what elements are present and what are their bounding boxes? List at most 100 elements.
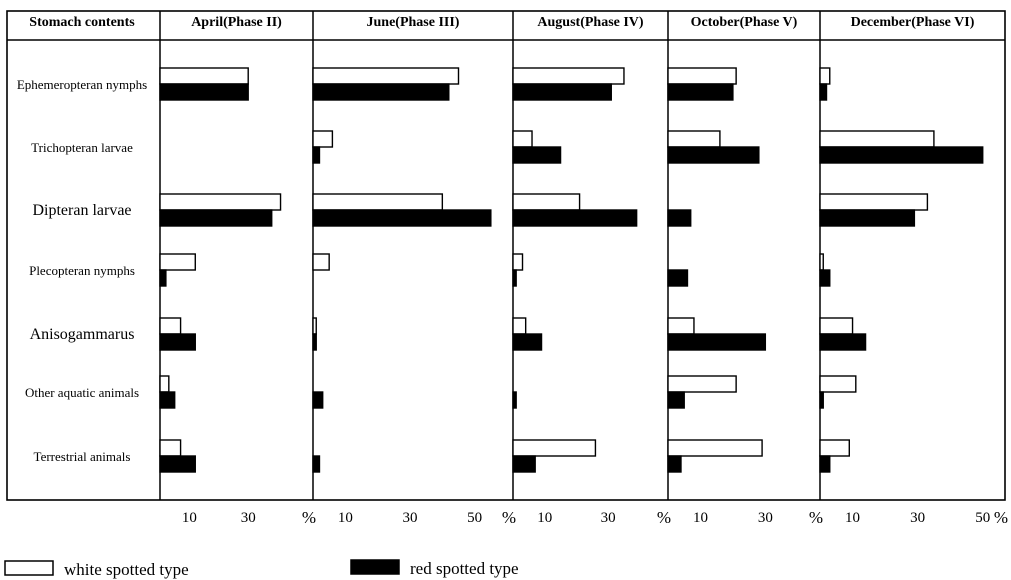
bar-white-spotted <box>512 130 533 148</box>
unit-label: % <box>994 508 1008 527</box>
category-label: Ephemeropteran nymphs <box>17 77 147 92</box>
legend-swatch-red <box>350 559 400 575</box>
bar-red-spotted <box>667 209 692 227</box>
bar-red-spotted <box>667 83 734 101</box>
bars <box>159 67 984 473</box>
bar-white-spotted <box>312 67 460 85</box>
category-label: Trichopteran larvae <box>31 140 133 155</box>
category-label: Plecopteran nymphs <box>29 263 135 278</box>
chart-frame <box>6 10 1006 501</box>
tick-label: 10 <box>537 510 552 526</box>
bar-white-spotted <box>667 439 763 457</box>
bar-white-spotted <box>667 317 695 335</box>
bar-red-spotted <box>159 209 273 227</box>
bar-red-spotted <box>819 455 831 473</box>
tick-label: 10 <box>182 510 197 526</box>
bar-white-spotted <box>512 317 527 335</box>
bar-red-spotted <box>819 83 828 101</box>
bar-red-spotted <box>667 391 685 409</box>
bar-red-spotted <box>512 455 536 473</box>
panel-header: December(Phase VI) <box>851 15 975 30</box>
axis-ticks: 10 30% 10 30 50% 10 30% 10 30% 10 30 50% <box>182 508 1008 527</box>
bar-red-spotted <box>512 146 562 164</box>
bar-red-spotted <box>159 83 249 101</box>
bar-red-spotted <box>312 391 324 409</box>
bar-red-spotted <box>819 391 824 409</box>
bar-red-spotted <box>159 269 167 287</box>
bar-red-spotted <box>819 146 984 164</box>
category-labels: Ephemeropteran nymphs Trichopteran larvae… <box>17 77 147 464</box>
bar-white-spotted <box>512 439 597 457</box>
panel-headers: Stomach contents April(Phase II) June(Pha… <box>29 15 974 30</box>
category-label: Anisogammarus <box>30 326 135 343</box>
bar-white-spotted <box>512 253 524 271</box>
legend-swatch-white <box>4 560 54 576</box>
bar-red-spotted <box>512 269 517 287</box>
bar-red-spotted <box>512 209 638 227</box>
bar-red-spotted <box>512 333 543 351</box>
bar-white-spotted <box>512 193 581 211</box>
legend-label-red: red spotted type <box>410 559 519 578</box>
tick-label: 10 <box>338 510 353 526</box>
bar-red-spotted <box>667 269 689 287</box>
bar-white-spotted <box>312 193 444 211</box>
bar-white-spotted <box>819 130 935 148</box>
outer-frame <box>6 10 1006 501</box>
tick-label: 10 <box>845 510 860 526</box>
unit-label: % <box>502 508 516 527</box>
panel-header: June(Phase III) <box>367 15 460 30</box>
bar-white-spotted <box>312 317 317 335</box>
panel-header: August(Phase IV) <box>537 15 644 30</box>
bar-red-spotted <box>667 146 760 164</box>
tick-label: 10 <box>693 510 708 526</box>
bar-white-spotted <box>667 67 737 85</box>
stub-header: Stomach contents <box>29 15 135 30</box>
bar-red-spotted <box>819 269 831 287</box>
bar-white-spotted <box>667 375 737 393</box>
category-label: Dipteran larvae <box>32 202 131 219</box>
bar-white-spotted <box>159 439 182 457</box>
bar-white-spotted <box>159 67 249 85</box>
tick-label: 30 <box>758 510 773 526</box>
category-label: Terrestrial animals <box>34 449 131 464</box>
bar-white-spotted <box>159 317 182 335</box>
bar-white-spotted <box>819 439 850 457</box>
bar-white-spotted <box>819 317 854 335</box>
tick-label: 30 <box>910 510 925 526</box>
bar-white-spotted <box>159 193 282 211</box>
bar-red-spotted <box>159 455 196 473</box>
bar-red-spotted <box>159 391 176 409</box>
bar-white-spotted <box>159 375 170 393</box>
bar-white-spotted <box>819 253 824 271</box>
bar-white-spotted <box>819 67 831 85</box>
bar-white-spotted <box>512 67 625 85</box>
bar-red-spotted <box>312 83 450 101</box>
bar-red-spotted <box>312 209 492 227</box>
panel-header: October(Phase V) <box>691 15 798 30</box>
tick-label: 50 <box>467 510 482 526</box>
legend-label-white: white spotted type <box>64 560 189 579</box>
bar-red-spotted <box>667 455 682 473</box>
bar-red-spotted <box>159 333 196 351</box>
tick-label: 30 <box>241 510 256 526</box>
panel-header: April(Phase II) <box>191 15 282 30</box>
bar-red-spotted <box>819 333 867 351</box>
bar-white-spotted <box>667 130 721 148</box>
unit-label: % <box>302 508 316 527</box>
legend: white spotted type red spotted type <box>4 559 519 579</box>
bar-white-spotted <box>312 253 330 271</box>
tick-label: 30 <box>403 510 418 526</box>
tick-label: 30 <box>601 510 616 526</box>
bar-red-spotted <box>312 333 317 351</box>
unit-label: % <box>657 508 671 527</box>
bar-red-spotted <box>667 333 767 351</box>
bar-red-spotted <box>312 455 321 473</box>
bar-red-spotted <box>819 209 916 227</box>
bar-red-spotted <box>512 83 612 101</box>
bar-red-spotted <box>512 391 517 409</box>
bar-white-spotted <box>819 375 857 393</box>
unit-label: % <box>809 508 823 527</box>
bar-white-spotted <box>159 253 196 271</box>
